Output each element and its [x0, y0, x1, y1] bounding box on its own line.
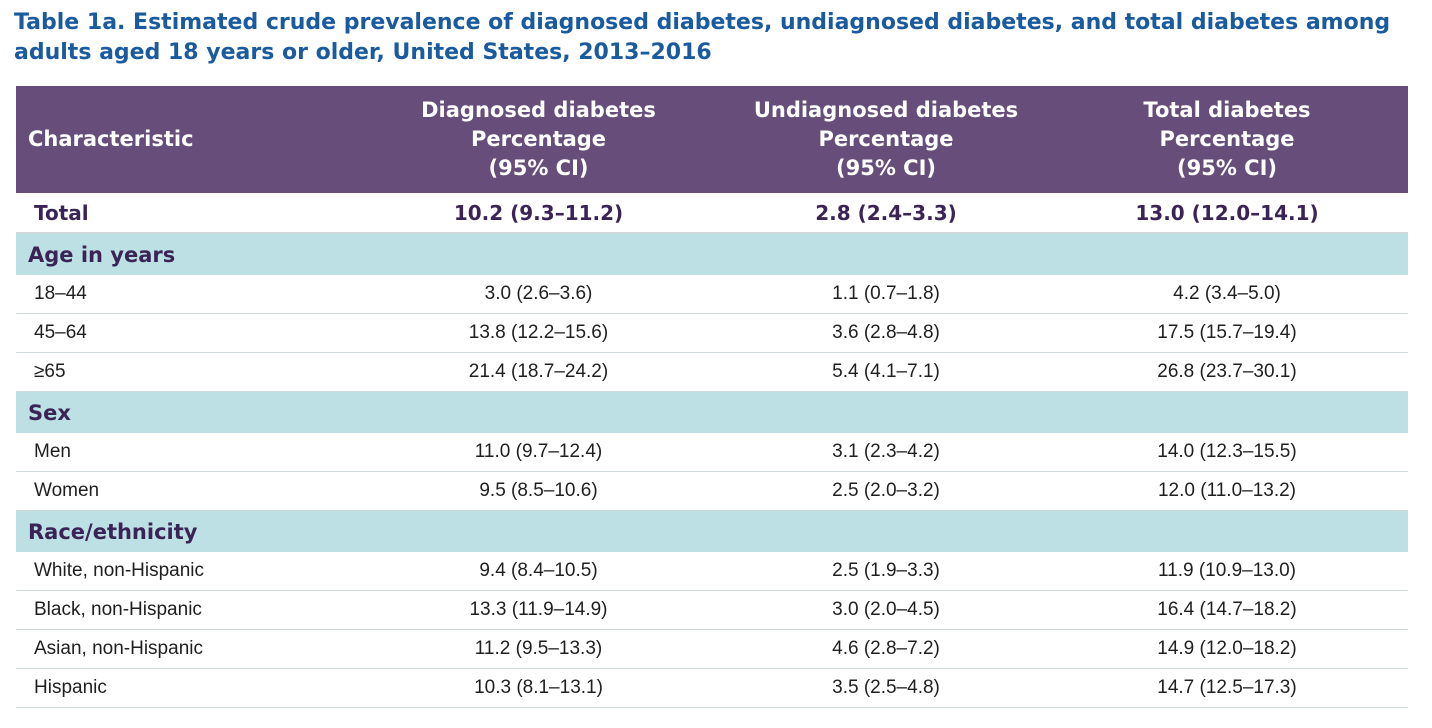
cell-undiagnosed: 3.6 (2.8–4.8)	[726, 313, 1046, 353]
row-label: White, non-Hispanic	[16, 552, 351, 591]
cell-total: 14.0 (12.3–15.5)	[1046, 433, 1408, 472]
cell-diagnosed: 11.0 (9.7–12.4)	[351, 433, 726, 472]
cell-total: 11.9 (10.9–13.0)	[1046, 552, 1408, 591]
cell-diagnosed: 21.4 (18.7–24.2)	[351, 352, 726, 392]
table-row: White, non-Hispanic 9.4 (8.4–10.5) 2.5 (…	[16, 552, 1408, 591]
section-header-sex: Sex	[16, 391, 1408, 433]
header-diagnosed: Diagnosed diabetes Percentage (95% CI)	[351, 86, 726, 193]
header-undiagnosed-line-3: (95% CI)	[836, 156, 936, 180]
table-row: Hispanic 10.3 (8.1–13.1) 3.5 (2.5–4.8) 1…	[16, 668, 1408, 708]
header-undiagnosed: Undiagnosed diabetes Percentage (95% CI)	[726, 86, 1046, 193]
cell-diagnosed: 10.3 (8.1–13.1)	[351, 668, 726, 708]
cell-diagnosed: 11.2 (9.5–13.3)	[351, 629, 726, 669]
cell-undiagnosed: 4.6 (2.8–7.2)	[726, 629, 1046, 669]
table-row: Men 11.0 (9.7–12.4) 3.1 (2.3–4.2) 14.0 (…	[16, 433, 1408, 472]
header-diagnosed-line-2: Percentage	[470, 127, 607, 151]
table-row: Black, non-Hispanic 13.3 (11.9–14.9) 3.0…	[16, 590, 1408, 630]
cell-total: 13.0 (12.0–14.1)	[1046, 193, 1408, 234]
cell-undiagnosed: 2.5 (2.0–3.2)	[726, 471, 1046, 511]
prevalence-table: Characteristic Diagnosed diabetes Percen…	[16, 86, 1408, 708]
cell-total: 14.9 (12.0–18.2)	[1046, 629, 1408, 669]
cell-diagnosed: 9.4 (8.4–10.5)	[351, 552, 726, 591]
section-header-age: Age in years	[16, 233, 1408, 275]
cell-undiagnosed: 3.0 (2.0–4.5)	[726, 590, 1046, 630]
row-label: 45–64	[16, 313, 351, 353]
cell-diagnosed: 13.3 (11.9–14.9)	[351, 590, 726, 630]
row-label: Men	[16, 433, 351, 472]
cell-total: 17.5 (15.7–19.4)	[1046, 313, 1408, 353]
cell-diagnosed: 10.2 (9.3–11.2)	[351, 193, 726, 234]
table-body: Total 10.2 (9.3–11.2) 2.8 (2.4–3.3) 13.0…	[16, 193, 1408, 708]
table-row: 45–64 13.8 (12.2–15.6) 3.6 (2.8–4.8) 17.…	[16, 313, 1408, 353]
header-undiagnosed-line-2: Percentage	[818, 127, 954, 151]
cell-total: 12.0 (11.0–13.2)	[1046, 471, 1408, 511]
row-label: Total	[16, 193, 351, 234]
row-label: 18–44	[16, 275, 351, 314]
cell-total: 14.7 (12.5–17.3)	[1046, 668, 1408, 708]
cell-undiagnosed: 1.1 (0.7–1.8)	[726, 275, 1046, 314]
cell-total: 26.8 (23.7–30.1)	[1046, 352, 1408, 392]
header-undiagnosed-line-1: Undiagnosed diabetes	[753, 98, 1019, 122]
header-total-line-3: (95% CI)	[1177, 156, 1277, 180]
cell-undiagnosed: 3.1 (2.3–4.2)	[726, 433, 1046, 472]
row-label: Hispanic	[16, 668, 351, 708]
table-title: Table 1a. Estimated crude prevalence of …	[14, 10, 1391, 65]
row-label: Black, non-Hispanic	[16, 590, 351, 630]
header-total: Total diabetes Percentage (95% CI)	[1046, 86, 1408, 193]
cell-total: 4.2 (3.4–5.0)	[1046, 275, 1408, 314]
header-diagnosed-line-1: Diagnosed diabetes	[421, 98, 656, 122]
cell-undiagnosed: 3.5 (2.5–4.8)	[726, 668, 1046, 708]
section-title: Race/ethnicity	[16, 510, 1408, 552]
row-label: ≥65	[16, 352, 351, 392]
section-title: Age in years	[16, 233, 1408, 275]
header-total-line-1: Total diabetes	[1143, 98, 1311, 122]
table-row: 18–44 3.0 (2.6–3.6) 1.1 (0.7–1.8) 4.2 (3…	[16, 275, 1408, 314]
row-label: Women	[16, 471, 351, 511]
table-row: Women 9.5 (8.5–10.6) 2.5 (2.0–3.2) 12.0 …	[16, 471, 1408, 511]
cell-total: 16.4 (14.7–18.2)	[1046, 590, 1408, 630]
table-row-total: Total 10.2 (9.3–11.2) 2.8 (2.4–3.3) 13.0…	[16, 193, 1408, 234]
table-row: ≥65 21.4 (18.7–24.2) 5.4 (4.1–7.1) 26.8 …	[16, 352, 1408, 392]
header-total-line-2: Percentage	[1159, 127, 1295, 151]
header-diagnosed-line-3: (95% CI)	[488, 156, 589, 180]
row-label: Asian, non-Hispanic	[16, 629, 351, 669]
section-title: Sex	[16, 391, 1408, 433]
table-row: Asian, non-Hispanic 11.2 (9.5–13.3) 4.6 …	[16, 629, 1408, 669]
cell-undiagnosed: 2.8 (2.4–3.3)	[726, 193, 1046, 234]
header-characteristic: Characteristic	[16, 86, 351, 193]
cell-diagnosed: 13.8 (12.2–15.6)	[351, 313, 726, 353]
cell-diagnosed: 3.0 (2.6–3.6)	[351, 275, 726, 314]
cell-undiagnosed: 2.5 (1.9–3.3)	[726, 552, 1046, 591]
cell-undiagnosed: 5.4 (4.1–7.1)	[726, 352, 1046, 392]
section-header-race-ethnicity: Race/ethnicity	[16, 510, 1408, 552]
table-header: Characteristic Diagnosed diabetes Percen…	[16, 86, 1408, 193]
cell-diagnosed: 9.5 (8.5–10.6)	[351, 471, 726, 511]
